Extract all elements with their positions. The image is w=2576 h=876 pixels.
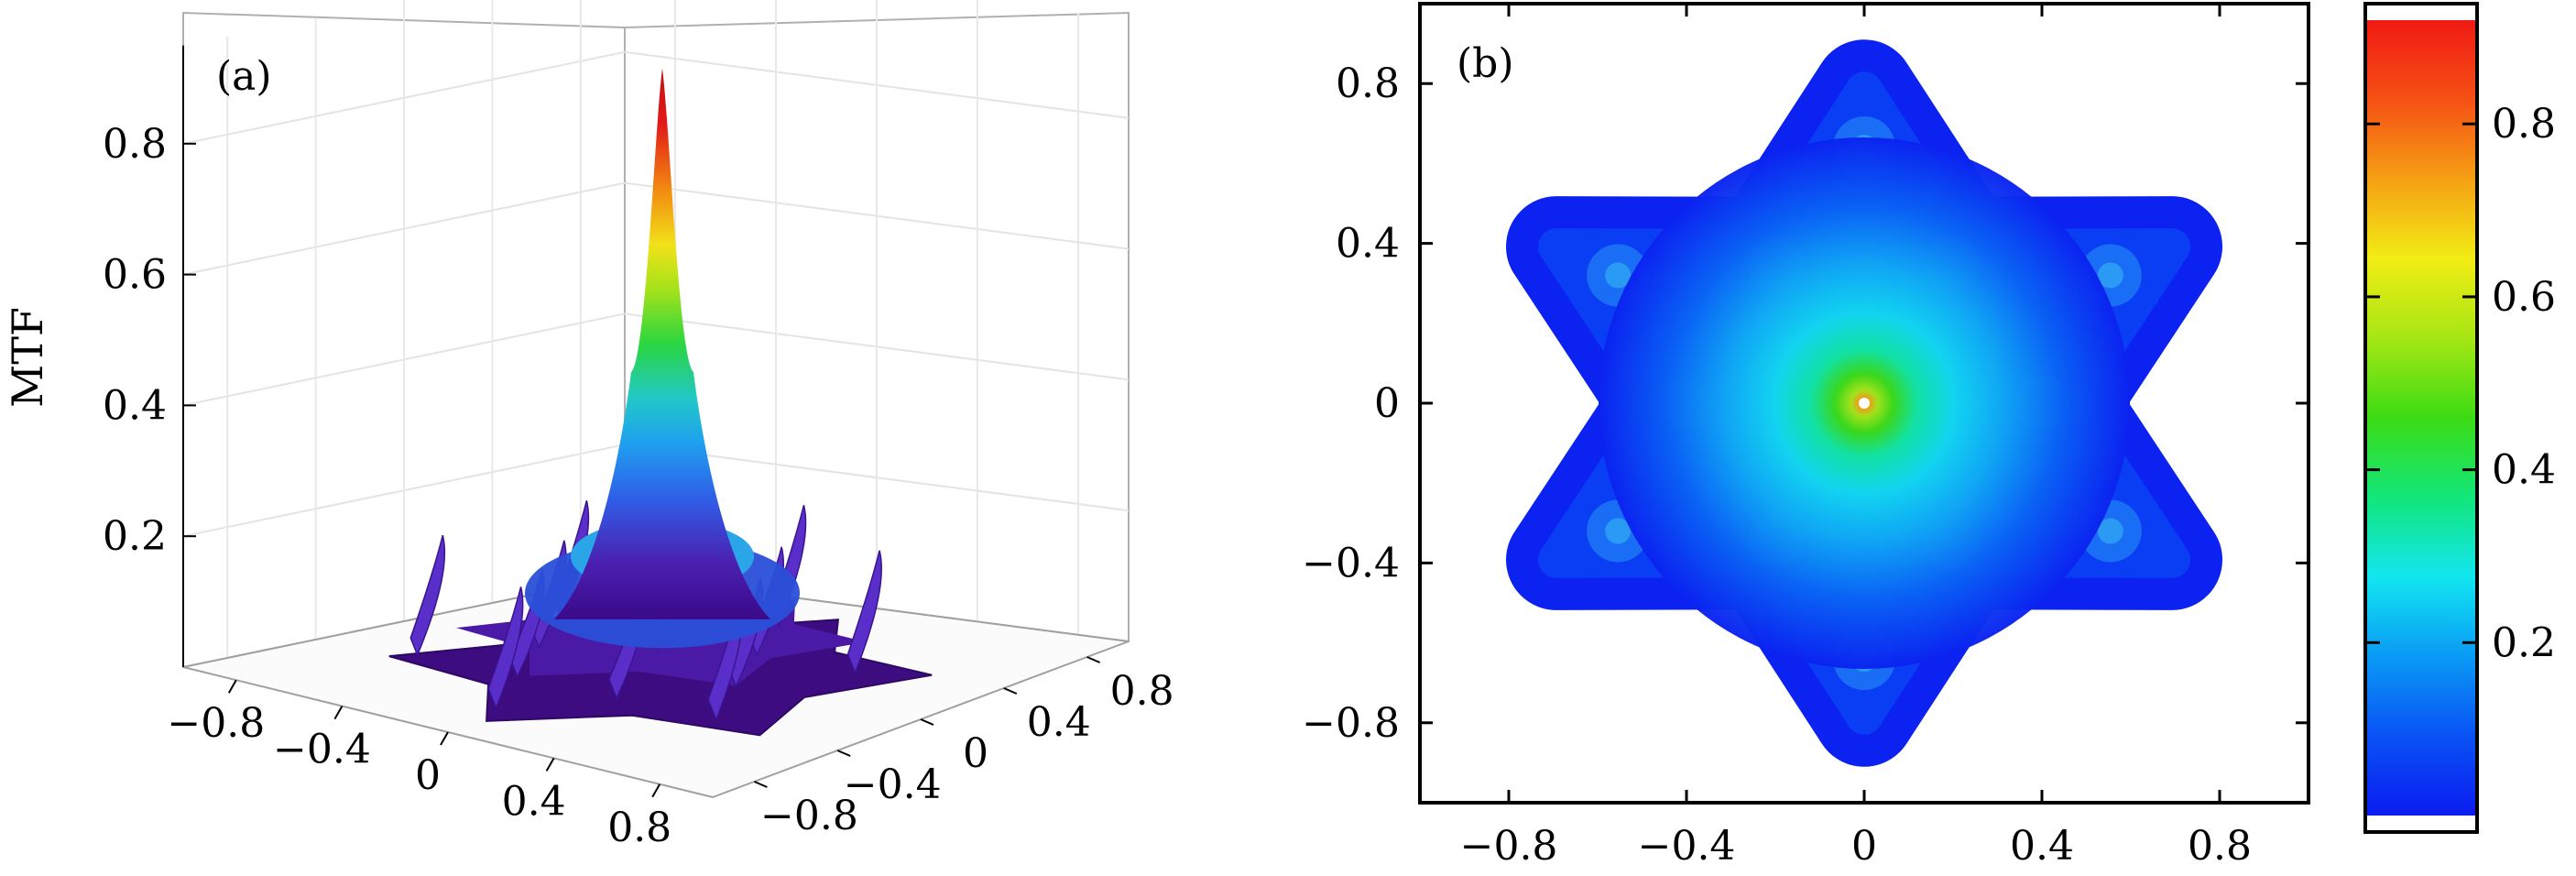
lobe-maximum-core: [2097, 262, 2123, 289]
x-tick-label: 0.8: [607, 805, 671, 851]
x-tick-label: 0.4: [2010, 823, 2074, 870]
z-gridline: [182, 50, 1130, 145]
y-tick: [1003, 687, 1018, 695]
z-tick-label: 0.2: [103, 513, 167, 560]
y-tick-label: 0: [963, 730, 988, 777]
z-gridline: [182, 312, 1130, 407]
lobe-maximum-core: [2097, 518, 2123, 544]
secondary-peak: [846, 550, 882, 675]
mtf-surface: [388, 68, 933, 737]
colorbar-gradient: [2367, 20, 2475, 816]
y-axis: −0.8−0.4 0 0.4 0.8: [754, 656, 1174, 839]
lobe-maximum-core: [1605, 262, 1632, 289]
colorbar-tick-label: 0.4: [2492, 447, 2556, 494]
x-tick: [440, 731, 449, 746]
x-tick-label: −0.8: [1460, 823, 1558, 870]
x-tick-label: −0.4: [273, 727, 371, 773]
y-tick-label: −0.4: [1302, 540, 1400, 586]
y-tick-label: 0: [1374, 380, 1400, 427]
x-tick: [333, 706, 344, 720]
x-tick: [227, 679, 237, 694]
z-gridline: [182, 181, 1130, 276]
y-axis: −0.8 −0.4 0 0.4 0.8: [1302, 60, 2309, 747]
surface-plot-panel: 0.20.40.60.8 −0.8−0.400.40.8 −0.8−0.400.…: [3, 0, 1174, 851]
y-tick: [920, 718, 934, 726]
central-peak: [554, 68, 770, 619]
y-tick: [1086, 656, 1100, 663]
z-tick-label: 0.8: [103, 121, 167, 168]
z-axis: 0.2 0.4 0.6 0.8: [103, 45, 196, 667]
panel-label-a: (a): [216, 53, 272, 100]
secondary-peak: [409, 535, 446, 657]
x-tick-label: 0: [1851, 823, 1877, 870]
z-axis-label: MTF: [3, 307, 52, 408]
x-axis: −0.8−0.4 0 0.4 0.8: [167, 679, 671, 851]
y-tick-label: 0.4: [1027, 699, 1091, 746]
z-tick-label: 0.4: [103, 382, 167, 429]
panel-label-b: (b): [1457, 40, 1514, 87]
z-tick-label: 0.6: [103, 252, 167, 299]
contour-plot-panel: −0.8 −0.4 0 0.4 0.8 −0.8 −0.4 0 0.4 0.8 (b): [1302, 2, 2310, 870]
y-tick-label: 0.8: [1110, 668, 1174, 715]
colorbar-ticks: 0.2 0.4 0.6 0.8: [2367, 101, 2556, 666]
x-tick: [651, 783, 661, 798]
colorbar-tick-label: 0.2: [2492, 619, 2556, 666]
y-tick-label: −0.8: [1302, 700, 1400, 747]
lobe-maximum-core: [1605, 518, 1632, 544]
peak-marker: [1859, 398, 1870, 409]
x-tick-label: 0: [415, 752, 441, 799]
x-tick: [545, 757, 555, 772]
y-tick-label: 0.4: [1336, 221, 1400, 268]
x-tick-label: −0.4: [1638, 823, 1736, 870]
y-tick: [754, 781, 768, 788]
mtf-heatmap: [1506, 39, 2222, 767]
y-tick: [836, 750, 851, 757]
colorbar: 0.2 0.4 0.6 0.8: [2363, 2, 2556, 834]
y-tick-label: −0.4: [844, 761, 942, 808]
y-tick-label: −0.8: [760, 793, 858, 839]
colorbar-tick-label: 0.8: [2492, 101, 2556, 148]
secondary-peak: [487, 586, 524, 710]
colorbar-tick-label: 0.6: [2492, 274, 2556, 321]
colorbar-frame: [2363, 2, 2479, 834]
x-tick-label: 0.8: [2188, 823, 2252, 870]
x-tick-label: 0.4: [502, 778, 566, 825]
y-tick-label: 0.8: [1336, 60, 1400, 107]
x-axis: −0.8 −0.4 0 0.4 0.8: [1460, 4, 2252, 870]
x-tick-label: −0.8: [167, 700, 265, 747]
